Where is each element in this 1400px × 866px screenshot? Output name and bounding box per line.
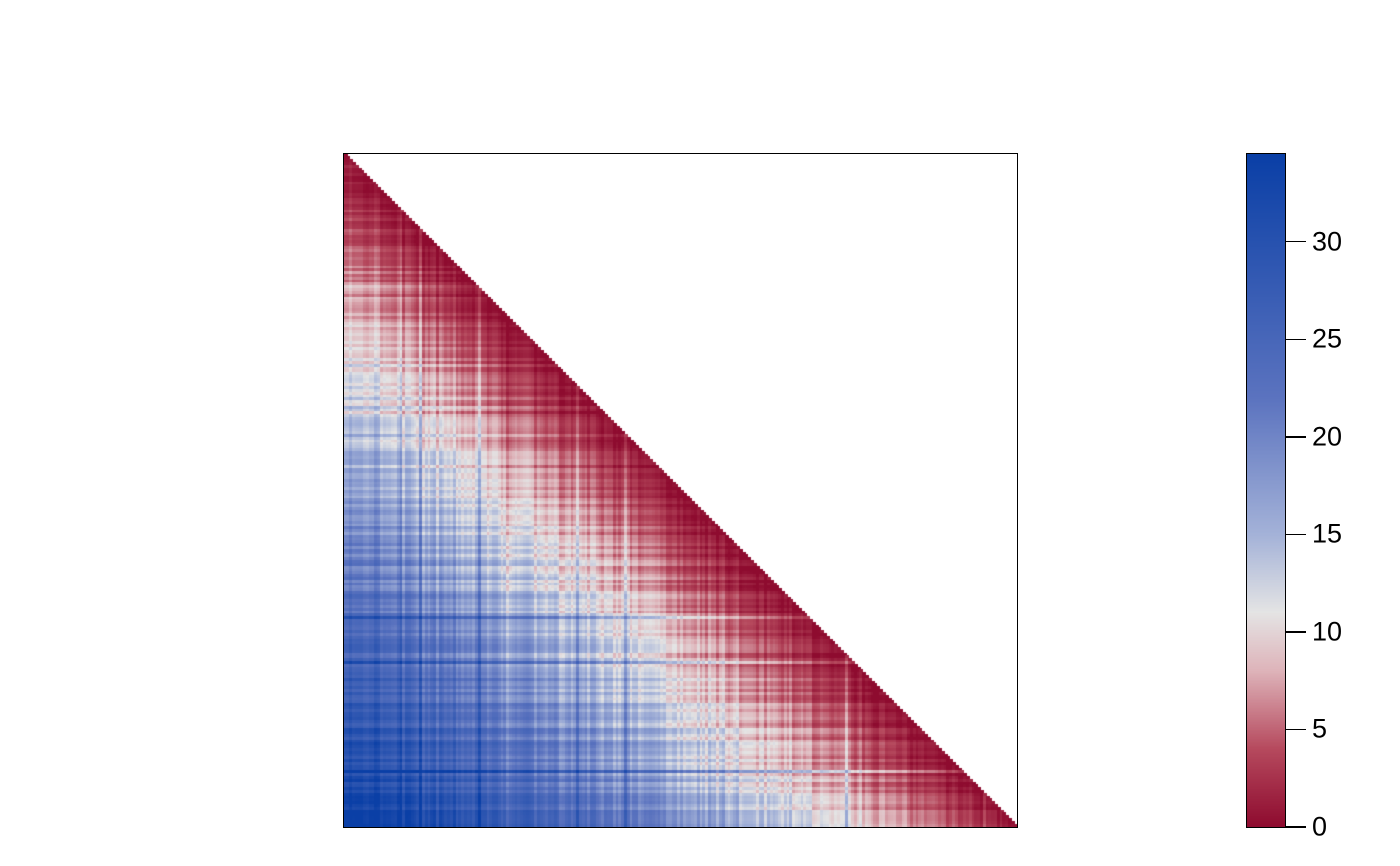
colorbar-tick-25	[1286, 338, 1306, 340]
colorbar-tick-10	[1286, 631, 1306, 633]
colorbar-tick-label-10: 10	[1312, 616, 1343, 647]
colorbar-tick-15	[1286, 533, 1306, 536]
colorbar-tick-label-25: 25	[1312, 323, 1343, 354]
colorbar-tick-label-0: 0	[1312, 811, 1328, 842]
colorbar-tick-5	[1286, 728, 1306, 731]
colorbar-tick-label-5: 5	[1312, 713, 1328, 744]
colorbar-tick-20	[1286, 436, 1306, 438]
colorbar-gradient	[1247, 154, 1285, 827]
colorbar-tick-label-20: 20	[1312, 421, 1343, 452]
heatmap-cells	[344, 154, 1017, 827]
colorbar-tick-label-30: 30	[1312, 226, 1343, 257]
colorbar-tick-30	[1286, 241, 1306, 243]
colorbar-tick-0	[1286, 826, 1306, 828]
colorbar-tick-label-15: 15	[1312, 518, 1343, 549]
